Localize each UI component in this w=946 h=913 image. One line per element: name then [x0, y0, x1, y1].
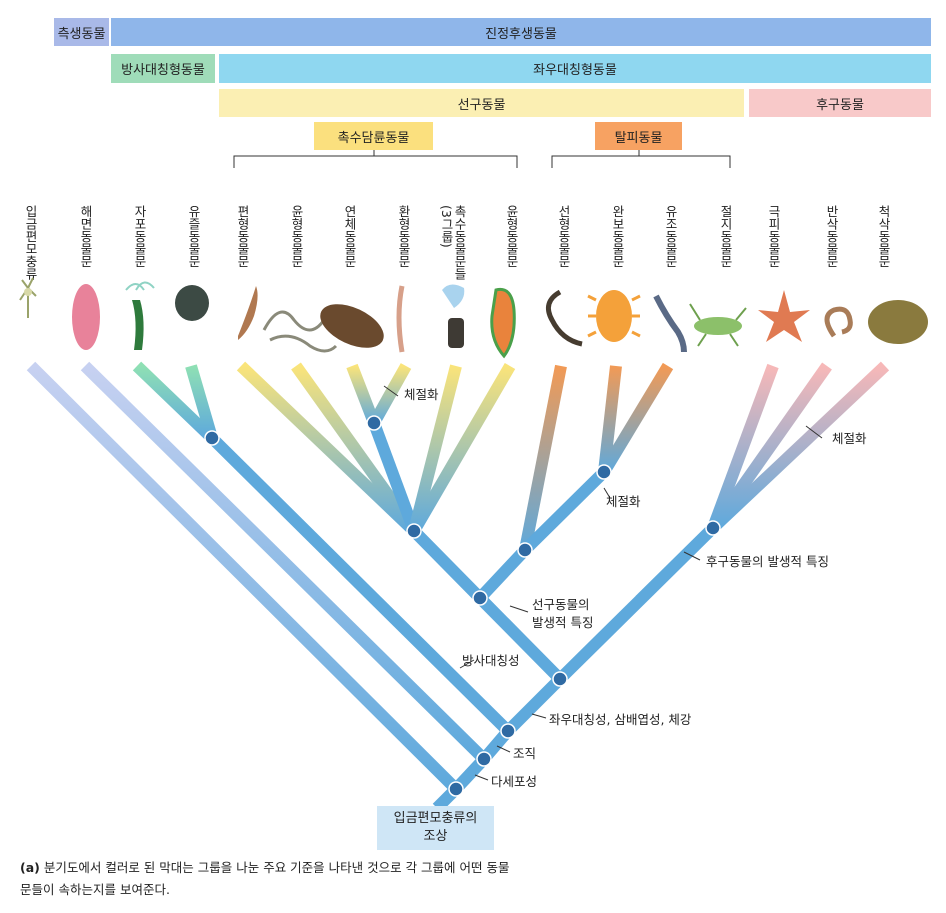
- choanoflagellate-icon: [19, 277, 37, 318]
- rotifer-worm-icon: [262, 310, 338, 353]
- taxon-label-1: 입금편모충류: [23, 205, 38, 280]
- leader-lines: [383, 385, 823, 781]
- annotation-radial-symmetry: 방사대칭성: [462, 653, 520, 668]
- taxon-label-6: 윤형동물문: [289, 205, 304, 268]
- taxon-label-17: 척삭동물문: [876, 205, 891, 268]
- annotation-segmentation-lophotrochozoa: 체절화: [404, 387, 439, 402]
- onychophoran-icon: [653, 294, 687, 353]
- flatworm-icon: [238, 286, 258, 340]
- annotation-deuterostome-development: 후구동물의 발생적 특징: [706, 554, 829, 569]
- rotifer-icon: [490, 287, 516, 359]
- ctenophore-icon: [175, 285, 209, 321]
- bar-radiata: 방사대칭형동물: [111, 54, 215, 83]
- taxon-label-15: 극피동물문: [766, 205, 781, 268]
- nematode-icon: [545, 289, 583, 347]
- bar-ecdysozoa: 탈피동물: [595, 122, 682, 150]
- annotation-multicellularity: 다세포성: [491, 774, 538, 789]
- bar-protostomia: 선구동물: [219, 89, 744, 117]
- bar-eumetazoa: 진정후생동물: [111, 18, 931, 46]
- taxon-label-2: 해면동물문: [78, 205, 93, 268]
- root-label-line2: 조상: [423, 829, 448, 844]
- annelid-icon: [396, 285, 405, 353]
- taxon-label-13: 유조동물문: [663, 205, 678, 268]
- lophotrochozoa-bracket: [233, 150, 518, 168]
- taxon-label-11: 선형동물문: [556, 205, 571, 268]
- taxon-label-9: 촉수동물문들 (3그룹): [439, 205, 467, 280]
- branches: [26, 361, 890, 813]
- bar-choanoflagellate: 측생동물: [54, 18, 109, 46]
- annotation-segmentation-deuterostome: 체절화: [832, 431, 867, 446]
- hemichordate-icon: [824, 306, 853, 338]
- nodes: [204, 415, 721, 797]
- annotation-segmentation-ecdysozoa: 체절화: [606, 494, 641, 509]
- sponge-icon: [72, 284, 100, 350]
- lophophorate-icon: [442, 284, 465, 348]
- taxon-label-7: 연체동물문: [342, 205, 357, 268]
- taxon-label-14: 절지동물문: [718, 205, 733, 268]
- caption-tag: (a): [20, 860, 40, 875]
- root-label-line1: 입금편모충류의: [393, 811, 478, 826]
- taxon-label-16: 반삭동물문: [824, 205, 839, 268]
- echinoderm-icon: [758, 290, 810, 342]
- arthropod-icon: [689, 303, 747, 347]
- chordate-icon: [868, 300, 928, 344]
- bar-bilateria: 좌우대칭형동물: [219, 54, 931, 83]
- tardigrade-icon: [587, 290, 641, 342]
- ecdysozoa-bracket: [551, 150, 731, 168]
- taxon-label-8: 환형동물문: [396, 205, 411, 268]
- figure-caption: (a) 분기도에서 컬러로 된 막대는 그룹을 나눈 주요 기준을 나타낸 것으…: [20, 857, 520, 901]
- taxon-label-10: 윤형동물문: [504, 205, 519, 268]
- annotation-tissues: 조직: [513, 746, 537, 761]
- annotation-bilateral: 좌우대칭성, 삼배엽성, 체강: [549, 712, 692, 727]
- annotation-protostome-development: 선구동물의 발생적 특징: [532, 597, 594, 630]
- taxon-label-3: 자포동물문: [132, 205, 147, 268]
- taxon-label-12: 완보동물문: [610, 205, 625, 268]
- bar-deuterostomia: 후구동물: [749, 89, 931, 117]
- cnidarian-icon: [125, 281, 155, 350]
- taxon-label-4: 유즐동물문: [186, 205, 201, 268]
- root-ancestor-box: 입금편모충류의 조상: [377, 806, 494, 850]
- caption-text: 분기도에서 컬러로 된 막대는 그룹을 나눈 주요 기준을 나타낸 것으로 각 …: [20, 860, 510, 897]
- taxon-label-5: 편형동물문: [235, 205, 250, 268]
- mollusc-icon: [320, 304, 384, 348]
- bar-lophotrochozoa: 촉수담륜동물: [314, 122, 433, 150]
